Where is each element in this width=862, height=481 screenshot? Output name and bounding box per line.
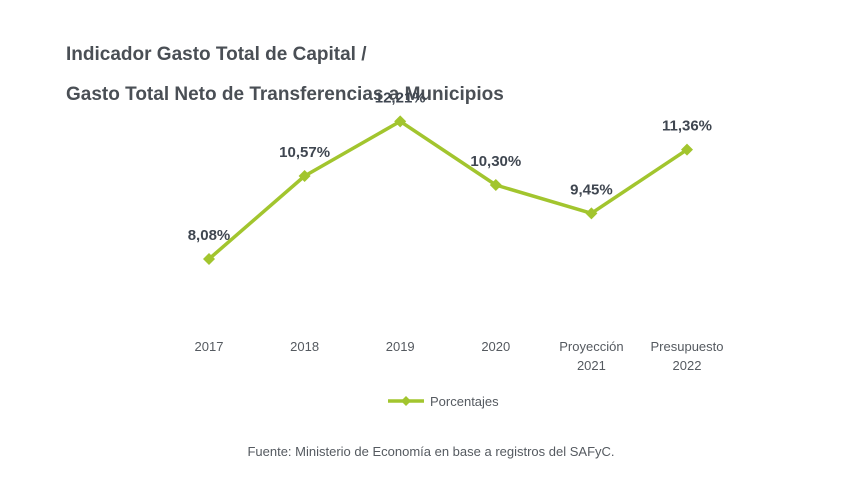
data-point-5 [681, 143, 693, 156]
data-label-0: 8,08% [188, 227, 231, 244]
data-point-0 [203, 253, 215, 265]
chart-title-line-1: Indicador Gasto Total de Capital / [66, 44, 367, 65]
legend: Porcentajes [388, 394, 499, 409]
data-label-4: 9,45% [570, 181, 613, 198]
data-label-1: 10,57% [279, 144, 330, 161]
data-point-3 [489, 179, 502, 191]
x-tick-label-4-0: Proyección [559, 339, 623, 354]
data-point-4 [585, 207, 598, 220]
line-chart: 8,08%10,57%12,21%10,30%9,45%11,36% 2017 2… [188, 89, 724, 409]
x-tick-label-1: 2018 [290, 339, 319, 354]
x-tick-label-3: 2020 [481, 339, 510, 354]
data-labels: 8,08% 10,57% 12,21% 10,30% 9,45% 11,36% [188, 89, 712, 244]
series-line-porcentajes [207, 119, 689, 261]
chart-title-line-2: Gasto Total Neto de Transferencias a Mun… [66, 84, 504, 105]
x-tick-label-5-0: Presupuesto [651, 339, 724, 354]
legend-label-porcentajes: Porcentajes [430, 394, 499, 409]
series-group [203, 115, 693, 265]
legend-marker-porcentajes [401, 396, 411, 406]
x-tick-label-4-1: 2021 [577, 358, 606, 373]
source-note: Fuente: Ministerio de Economía en base a… [247, 444, 615, 459]
x-tick-label-5-1: 2022 [673, 358, 702, 373]
data-point-1 [298, 170, 311, 182]
data-point-2 [394, 115, 407, 128]
data-label-3: 10,30% [470, 153, 521, 170]
x-tick-label-2: 2019 [386, 339, 415, 354]
data-label-5: 11,36% [662, 118, 712, 135]
data-label-2: 12,21% [375, 89, 426, 106]
x-axis-labels: 2017 2018 2019 2020 Proyección 2021 Presupuest… [195, 339, 724, 373]
x-tick-label-0: 2017 [195, 339, 224, 354]
